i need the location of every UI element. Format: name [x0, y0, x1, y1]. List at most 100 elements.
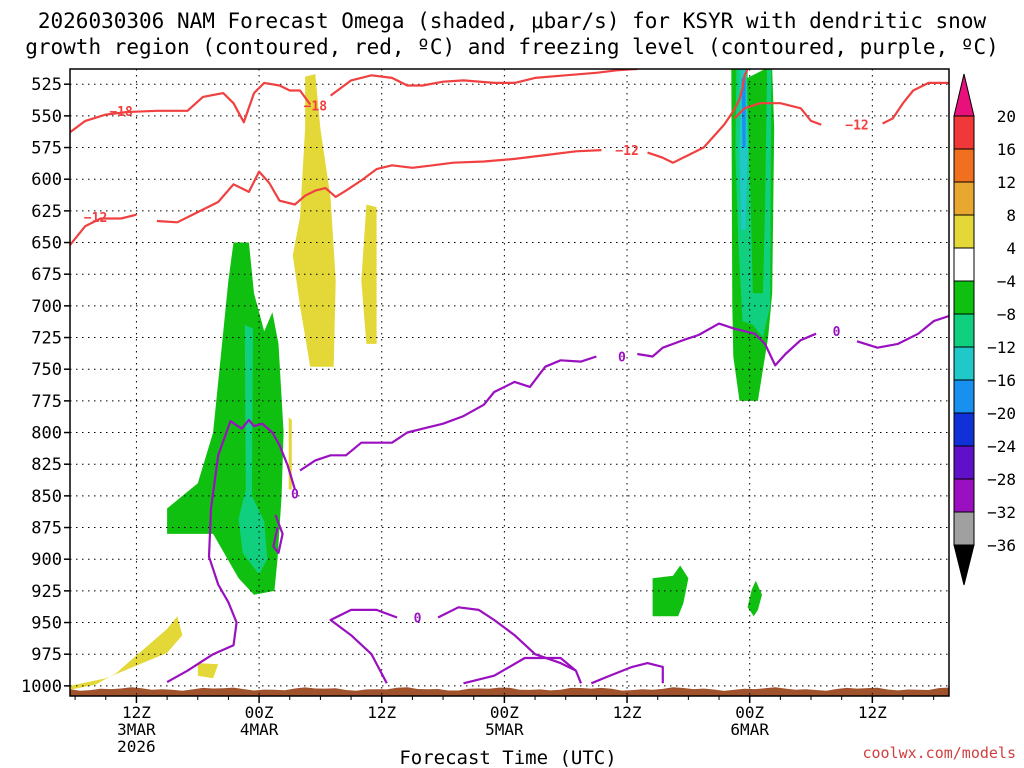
- colorbar-band: [953, 346, 975, 381]
- ground-surface: [70, 687, 949, 696]
- colorbar-label: 12: [997, 173, 1016, 192]
- freezing-level-contour: [329, 608, 398, 684]
- grid-lines: [70, 69, 949, 696]
- colorbar-band: [953, 148, 975, 183]
- colorbar-label: −20: [987, 404, 1016, 423]
- x-tick-label: 12Z: [367, 703, 396, 722]
- omega-region: [741, 77, 746, 148]
- omega-region: [167, 242, 284, 595]
- y-tick-label: 625: [31, 202, 62, 222]
- dgz-contour: [733, 102, 822, 126]
- colorbar-label: 8: [1006, 206, 1016, 225]
- freezing-level-contour: [590, 662, 664, 685]
- dgz-contour: [882, 81, 949, 125]
- colorbar-label: 4: [1006, 239, 1016, 258]
- y-tick-label: 925: [31, 582, 62, 602]
- colorbar-label: −8: [997, 305, 1016, 324]
- dgz-contour: [156, 149, 602, 224]
- dgz-contour: [70, 213, 137, 246]
- dgz-contour: [70, 81, 312, 134]
- credit-text: coolwx.com/models: [862, 744, 1016, 762]
- x-tick-label: 3MAR: [117, 720, 156, 739]
- colorbar-band: [953, 214, 975, 249]
- colorbar-label: −16: [987, 371, 1016, 390]
- omega-region: [292, 74, 336, 367]
- colorbar-label: −24: [987, 437, 1016, 456]
- y-tick-label: 900: [31, 550, 62, 570]
- y-axis: 525 550 575 600 625 650 675 700 725 750 775 800 825 8…: [21, 75, 70, 697]
- colorbar-band: [953, 478, 975, 513]
- omega-region: [238, 324, 268, 575]
- y-tick-label: 550: [31, 107, 62, 127]
- omega-region: [747, 580, 762, 617]
- x-tick-label: 12Z: [858, 703, 887, 722]
- x-tick-label: 00Z: [490, 703, 519, 722]
- x-axis-title: Forecast Time (UTC): [399, 747, 616, 768]
- x-tick-label: 5MAR: [485, 720, 524, 739]
- x-tick-label: 2026: [117, 737, 156, 756]
- y-tick-label: 875: [31, 519, 62, 539]
- x-tick-label: 00Z: [735, 703, 764, 722]
- colorbar-label: −36: [987, 536, 1016, 555]
- y-tick-label: 950: [31, 614, 62, 634]
- colorbar-band: [953, 379, 975, 414]
- colorbar-band: [953, 412, 975, 447]
- freezing-level-contour: [166, 418, 296, 684]
- colorbar-band: [953, 511, 975, 546]
- y-tick-label: 525: [31, 75, 62, 95]
- y-tick-label: 725: [31, 329, 62, 349]
- y-tick-label: 1000: [21, 677, 62, 697]
- colorbar-label: −28: [987, 470, 1016, 489]
- x-tick-label: 4MAR: [240, 720, 279, 739]
- colorbar-label: −4: [997, 272, 1016, 291]
- y-tick-label: 600: [31, 170, 62, 190]
- y-tick-label: 750: [31, 360, 62, 380]
- freezing-level-contour: [272, 514, 284, 554]
- y-tick-label: 700: [31, 297, 62, 317]
- y-tick-label: 675: [31, 265, 62, 285]
- contour-lines: [70, 69, 949, 685]
- y-tick-label: 775: [31, 392, 62, 412]
- colorbar-band: [953, 313, 975, 348]
- freezing-level-contour-label: 0: [833, 325, 841, 340]
- dgz-contour-label: −12: [845, 119, 868, 134]
- dgz-contour: [647, 69, 749, 164]
- dgz-contour-label: −12: [615, 144, 638, 159]
- dgz-contour-label: −18: [109, 105, 133, 120]
- colorbar-top-arrow: [953, 73, 975, 117]
- chart-title: 2026030306 NAM Forecast Omega (shaded, μ…: [0, 8, 1024, 60]
- y-tick-label: 850: [31, 487, 62, 507]
- colorbar-bottom-arrow: [953, 544, 975, 586]
- freezing-level-contour: [437, 606, 583, 684]
- colorbar-band: [953, 280, 975, 315]
- dgz-contour-label: −12: [84, 211, 107, 226]
- plot-frame: [69, 68, 950, 697]
- y-tick-label: 800: [31, 424, 62, 444]
- freezing-level-contour-label: 0: [291, 487, 299, 502]
- omega-region: [361, 204, 377, 344]
- dgz-contour-label: −18: [304, 100, 328, 115]
- colorbar: 20 16 12 8 4 −4 −8 −12 −16 −20 −24 −28 −32 −36: [953, 73, 1016, 586]
- freezing-level-contour-label: 0: [414, 611, 422, 626]
- freezing-level-contour-label: 0: [618, 351, 626, 366]
- omega-region: [70, 616, 183, 690]
- freezing-level-contour: [299, 355, 597, 472]
- colorbar-label: 20: [997, 107, 1016, 126]
- freezing-level-contour: [637, 322, 817, 367]
- y-tick-label: 650: [31, 234, 62, 254]
- y-tick-label: 825: [31, 455, 62, 475]
- colorbar-label: −32: [987, 503, 1016, 522]
- colorbar-band: [953, 115, 975, 150]
- contour-labels: −18 −18 −12 −12 −12 0 0 0 0: [84, 100, 869, 627]
- x-tick-label: 6MAR: [730, 720, 769, 739]
- freezing-level-contour: [856, 314, 949, 349]
- title-line-1: 2026030306 NAM Forecast Omega (shaded, μ…: [37, 9, 987, 33]
- colorbar-band: [953, 181, 975, 216]
- y-tick-label: 975: [31, 645, 62, 665]
- y-tick-label: 575: [31, 139, 62, 159]
- x-tick-label: 12Z: [122, 703, 151, 722]
- colorbar-label: −12: [987, 338, 1016, 357]
- colorbar-label: 16: [997, 140, 1016, 159]
- x-tick-label: 12Z: [613, 703, 642, 722]
